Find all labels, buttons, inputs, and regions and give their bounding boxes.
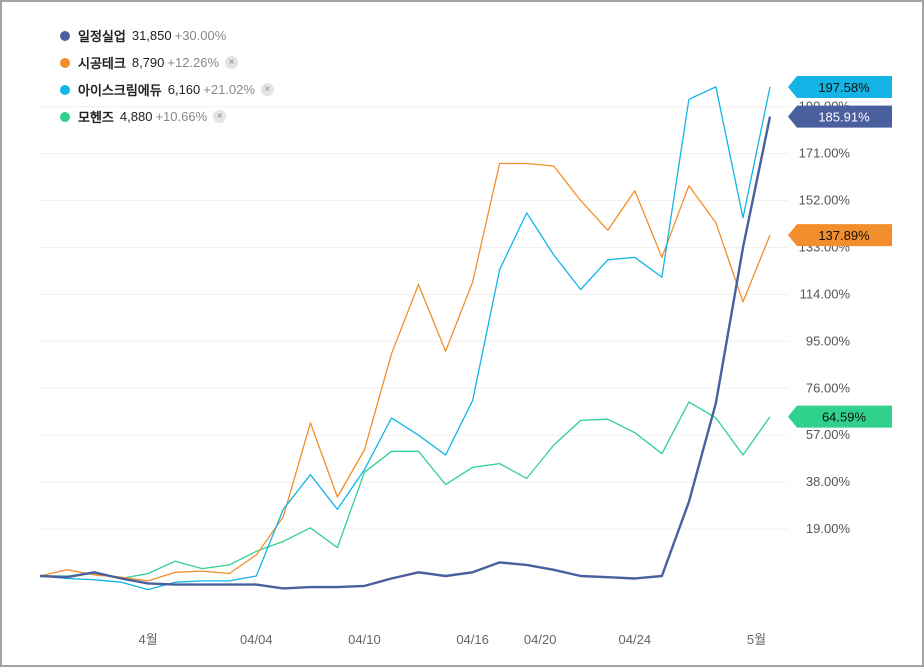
series-dot-icon xyxy=(60,111,70,122)
legend-value: 6,160 xyxy=(167,82,201,97)
x-tick-label: 4월 xyxy=(139,632,158,647)
end-value-tag: 137.89% xyxy=(788,224,892,247)
series-line-1[interactable] xyxy=(39,162,771,582)
legend-value: 8,790 xyxy=(131,55,165,70)
close-icon[interactable]: × xyxy=(260,83,274,96)
x-tick-label: 5월 xyxy=(747,632,766,647)
close-icon[interactable]: × xyxy=(225,56,239,69)
x-tick-label: 04/10 xyxy=(348,632,381,647)
legend-value: 31,850 xyxy=(131,28,172,43)
legend-change: +12.26% xyxy=(167,55,220,70)
series-line-0[interactable] xyxy=(39,116,772,590)
y-tick-label: 95.00% xyxy=(806,333,851,348)
legend-change: +21.02% xyxy=(203,82,255,97)
end-value-label: 185.91% xyxy=(818,110,870,125)
y-tick-label: 171.00% xyxy=(799,146,851,161)
legend-name: 일정실업 xyxy=(78,29,126,44)
y-tick-label: 19.00% xyxy=(806,521,851,536)
close-icon[interactable]: × xyxy=(213,110,227,123)
end-value-label: 64.59% xyxy=(822,410,867,425)
series-dot-icon xyxy=(60,84,70,95)
legend-item-iljeong[interactable]: 일정실업 31,850 +30.00% xyxy=(60,22,274,49)
x-tick-label: 04/24 xyxy=(619,632,652,647)
series-line-3[interactable] xyxy=(40,401,771,580)
legend: 일정실업 31,850 +30.00% 시공테크 8,790 +12.26% ×… xyxy=(60,22,274,130)
end-value-tag: 185.91% xyxy=(788,105,892,128)
legend-value: 4,880 xyxy=(119,109,153,124)
end-value-tag: 197.58% xyxy=(788,75,892,98)
x-tick-label: 04/20 xyxy=(524,632,557,647)
legend-name: 시공테크 xyxy=(78,56,126,71)
series-dot-icon xyxy=(60,57,70,68)
y-tick-label: 38.00% xyxy=(806,474,851,489)
end-value-tag: 64.59% xyxy=(788,405,892,428)
series-line-2[interactable] xyxy=(39,86,771,591)
legend-name: 아이스크림에듀 xyxy=(78,83,162,98)
legend-change: +30.00% xyxy=(174,28,227,43)
legend-item-icecream[interactable]: 아이스크림에듀 6,160 +21.02% × xyxy=(60,76,274,103)
y-tick-label: 76.00% xyxy=(806,380,851,395)
y-tick-label: 114.00% xyxy=(800,286,851,301)
end-value-label: 197.58% xyxy=(818,80,870,95)
legend-change: +10.66% xyxy=(155,109,208,124)
y-tick-label: 152.00% xyxy=(799,193,851,208)
legend-item-sigong[interactable]: 시공테크 8,790 +12.26% × xyxy=(60,49,274,76)
y-tick-label: 57.00% xyxy=(806,427,851,442)
x-tick-label: 04/04 xyxy=(240,632,273,647)
legend-name: 모헨즈 xyxy=(78,110,114,125)
series-dot-icon xyxy=(60,30,70,41)
legend-item-mohenz[interactable]: 모헨즈 4,880 +10.66% × xyxy=(60,103,274,130)
x-tick-label: 04/16 xyxy=(456,632,489,647)
end-value-label: 137.89% xyxy=(818,228,870,243)
